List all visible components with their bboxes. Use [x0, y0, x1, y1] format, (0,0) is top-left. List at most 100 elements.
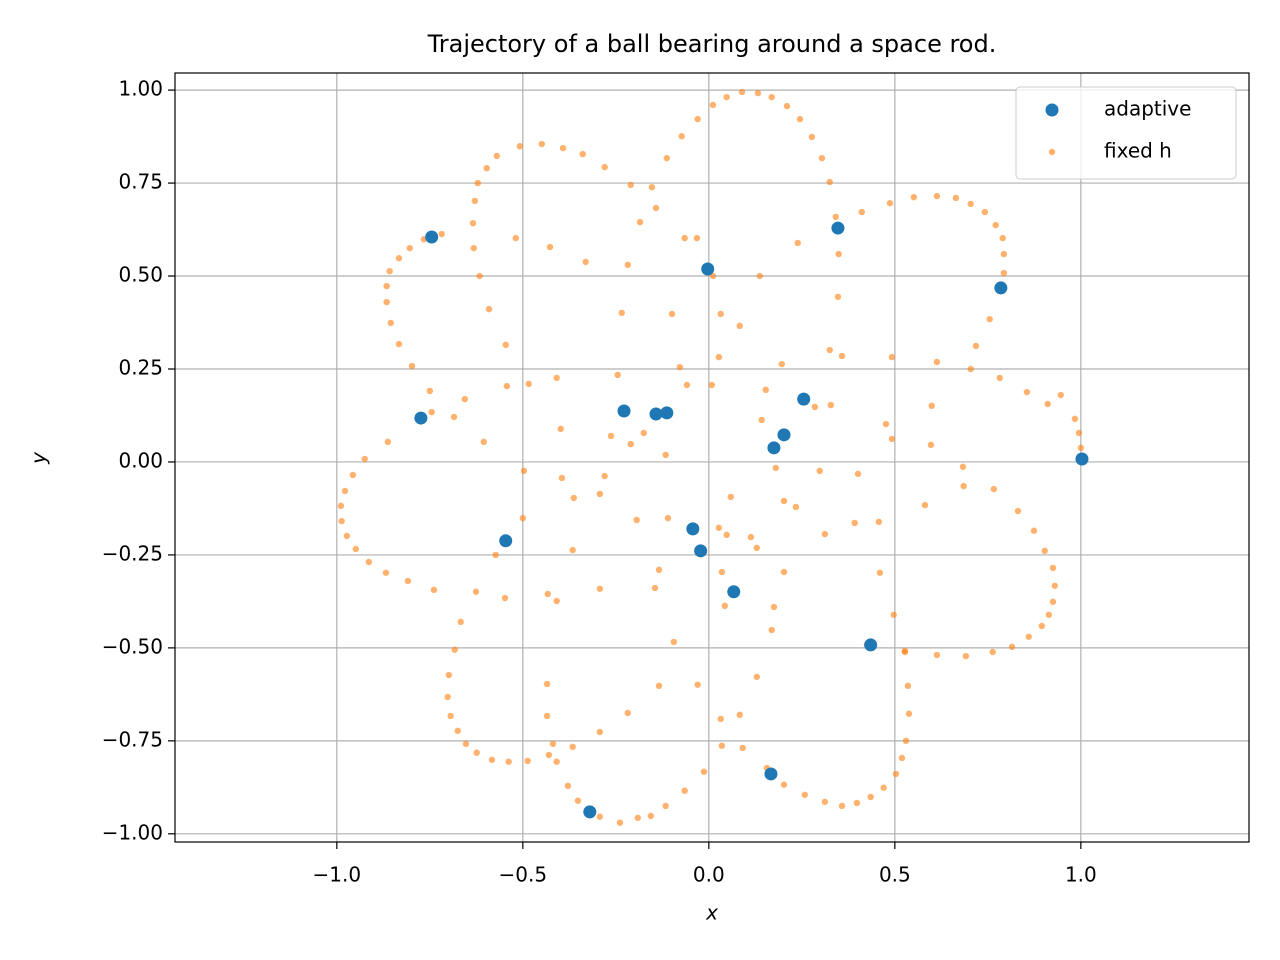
- point: [636, 218, 644, 226]
- point: [910, 194, 918, 201]
- point: [569, 743, 576, 751]
- point: [768, 626, 775, 634]
- point: [1044, 400, 1051, 408]
- point: [727, 493, 734, 501]
- point: [383, 298, 390, 306]
- point: [890, 611, 897, 618]
- point: [1014, 507, 1022, 515]
- point: [406, 244, 413, 252]
- point: [904, 682, 912, 690]
- point: [880, 784, 887, 791]
- point: [454, 727, 461, 735]
- point: [662, 451, 669, 459]
- point: [451, 646, 458, 653]
- point: [343, 532, 351, 540]
- point: [624, 261, 631, 269]
- point: [1071, 415, 1079, 423]
- point: [524, 757, 531, 765]
- point: [778, 360, 785, 368]
- point: [882, 420, 890, 428]
- point: [770, 603, 778, 611]
- point: [972, 342, 980, 350]
- point: [753, 544, 761, 552]
- point: [681, 234, 688, 242]
- point: [826, 346, 833, 354]
- point: [905, 710, 913, 717]
- legend-frame: [1015, 86, 1237, 180]
- point: [858, 208, 865, 216]
- point: [627, 440, 634, 448]
- point: [1038, 622, 1045, 630]
- x-tick-label: 0.0: [693, 863, 725, 887]
- point: [967, 365, 974, 373]
- point: [727, 585, 741, 599]
- point: [559, 144, 567, 152]
- point: [1045, 611, 1053, 618]
- point: [758, 416, 765, 424]
- point: [430, 586, 438, 594]
- point: [838, 802, 846, 810]
- point: [715, 353, 723, 361]
- point: [553, 597, 560, 605]
- point: [701, 262, 715, 276]
- point: [337, 502, 345, 510]
- point: [709, 272, 717, 280]
- y-tick-label: 1.00: [118, 77, 163, 101]
- point: [655, 682, 663, 690]
- point: [488, 756, 496, 764]
- point: [811, 403, 819, 411]
- point: [461, 395, 468, 403]
- point: [927, 441, 935, 449]
- point: [801, 791, 809, 798]
- point: [668, 310, 676, 318]
- point: [384, 438, 391, 446]
- point: [762, 386, 769, 394]
- point: [352, 545, 359, 553]
- point: [709, 101, 717, 109]
- point: [564, 782, 572, 790]
- point: [1077, 444, 1085, 452]
- point: [838, 352, 846, 360]
- point: [736, 322, 743, 330]
- point: [772, 464, 780, 472]
- point: [462, 740, 470, 748]
- point: [898, 754, 906, 762]
- point: [652, 204, 660, 212]
- point: [747, 533, 755, 541]
- point: [670, 638, 678, 646]
- point: [660, 406, 674, 420]
- point: [821, 798, 829, 806]
- point: [715, 524, 723, 531]
- point: [676, 363, 684, 371]
- point: [821, 530, 829, 538]
- y-tick-label: 0.50: [118, 263, 163, 287]
- point: [1057, 391, 1064, 399]
- point: [780, 497, 788, 505]
- y-axis-label: y: [27, 451, 51, 465]
- point: [382, 569, 390, 576]
- point: [1030, 527, 1038, 534]
- point: [683, 381, 691, 389]
- point: [512, 234, 519, 242]
- point: [780, 568, 788, 576]
- y-tick-label: −0.75: [102, 727, 163, 751]
- point: [616, 819, 624, 826]
- point: [470, 244, 477, 252]
- point: [365, 558, 373, 566]
- point: [886, 199, 894, 207]
- point: [1075, 452, 1089, 466]
- point: [545, 751, 553, 759]
- point: [694, 115, 701, 123]
- point: [816, 467, 823, 475]
- x-tick-label: −0.5: [499, 863, 548, 887]
- point: [1023, 388, 1031, 396]
- point: [505, 758, 512, 765]
- point: [473, 749, 480, 756]
- point: [525, 380, 532, 388]
- point: [503, 382, 511, 390]
- point: [794, 239, 801, 247]
- point: [996, 374, 1003, 382]
- point: [718, 742, 726, 749]
- point: [341, 487, 349, 495]
